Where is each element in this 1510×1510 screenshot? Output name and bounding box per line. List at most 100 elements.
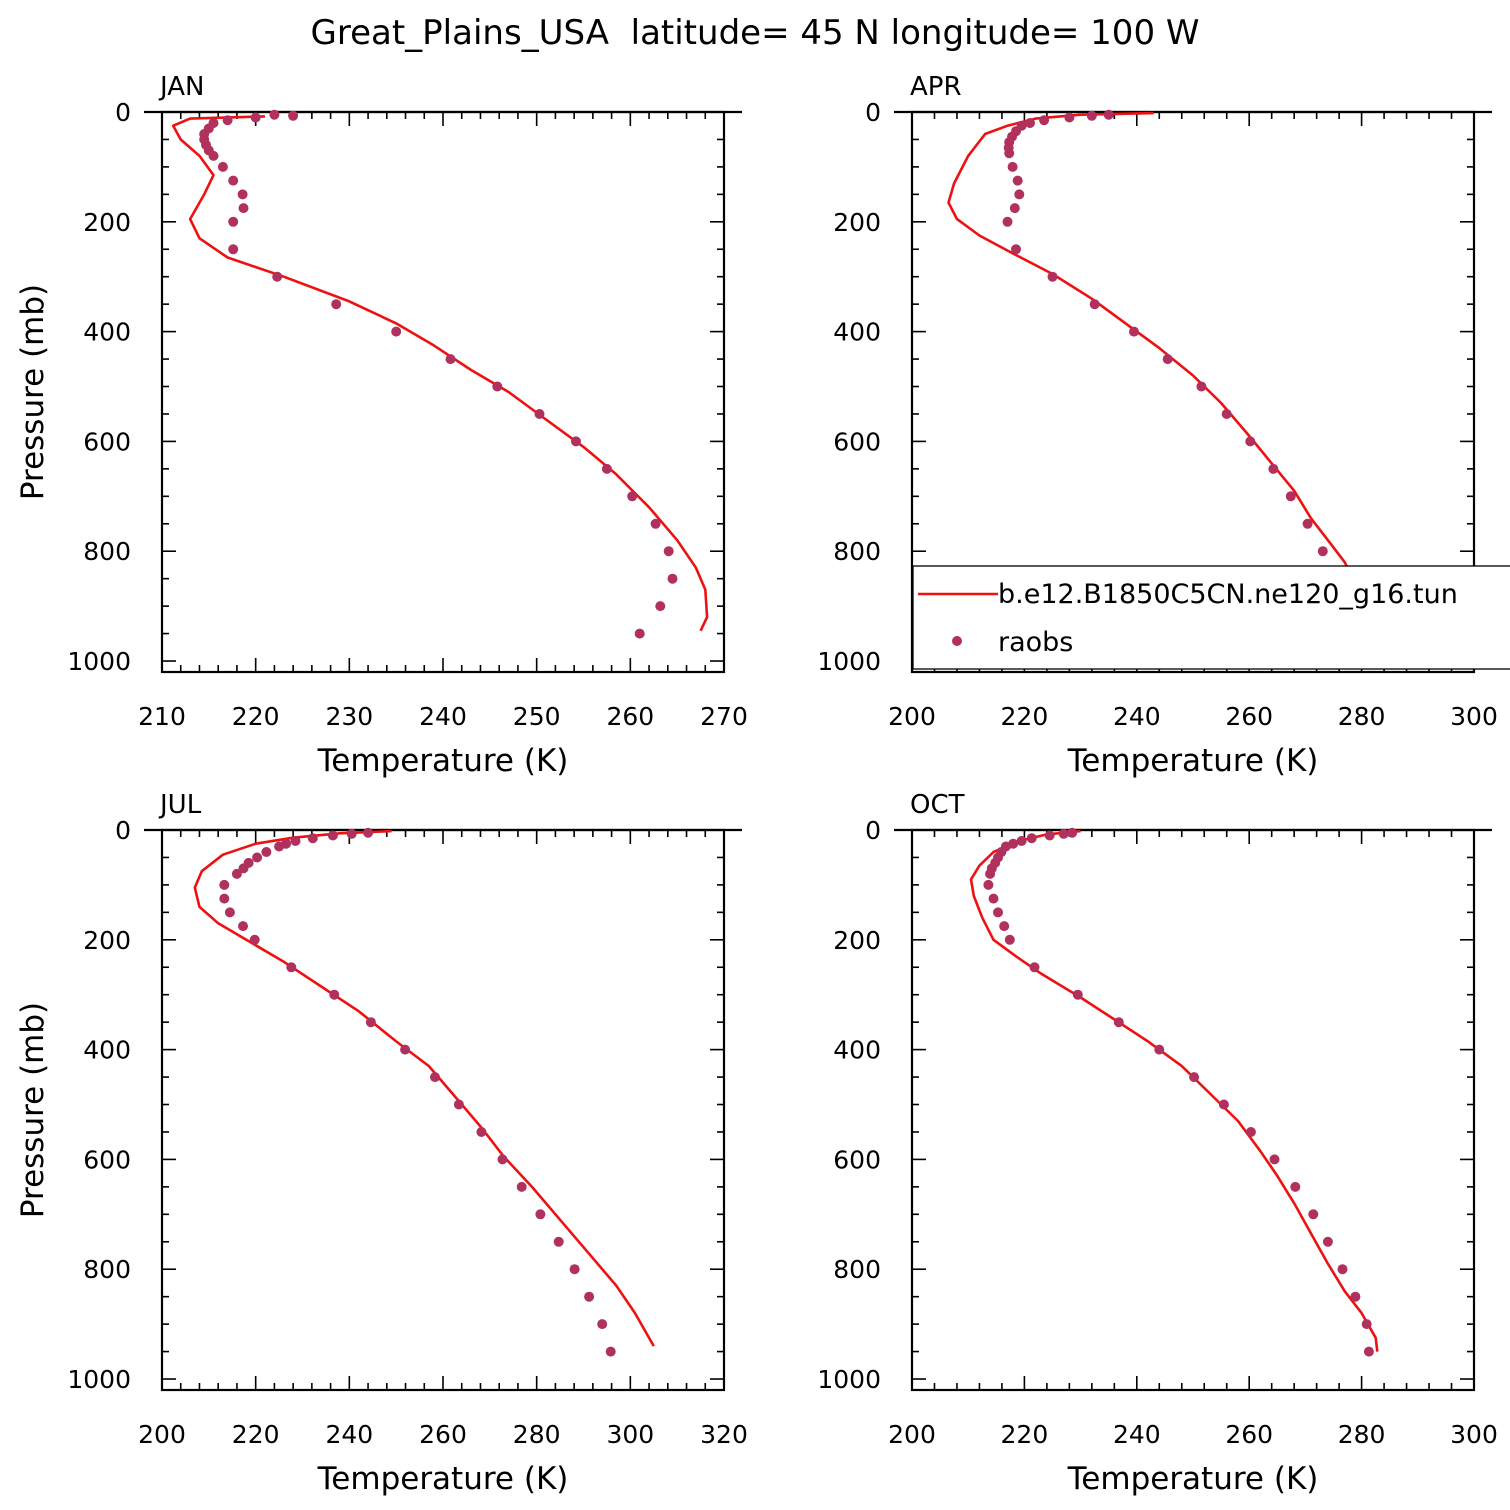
raobs-point [1221, 409, 1232, 419]
raobs-point [983, 879, 994, 890]
y-tick-label: 200 [83, 208, 131, 237]
raobs-point [445, 354, 456, 365]
raobs-point [391, 326, 402, 337]
raobs-point [1245, 1127, 1256, 1137]
model-profile-line [171, 115, 709, 632]
raobs-point [222, 115, 233, 126]
y-tick-label: 1000 [67, 647, 131, 676]
y-tick-label: 800 [833, 537, 881, 566]
raobs-point [1290, 1181, 1301, 1192]
raobs-point [993, 907, 1003, 918]
raobs-point [535, 1209, 546, 1220]
x-axis-label: Temperature (K) [1067, 1461, 1319, 1497]
model-profile-line [947, 111, 1386, 629]
x-tick-label: 300 [606, 1420, 654, 1449]
raobs-point [627, 491, 638, 502]
raobs-point [569, 1264, 580, 1275]
raobs-point [553, 1236, 564, 1247]
raobs-point [1302, 518, 1313, 529]
raobs-point [1322, 1236, 1333, 1247]
raobs-point [261, 847, 272, 857]
raobs-point [1067, 827, 1078, 838]
raobs-point [1072, 989, 1083, 1000]
y-tick-label: 800 [83, 1255, 131, 1284]
x-tick-label: 250 [513, 702, 561, 731]
raobs-point [1189, 1072, 1200, 1083]
raobs-point [346, 828, 357, 839]
raobs-point [1129, 326, 1139, 337]
x-tick-label: 220 [1001, 702, 1049, 731]
raobs-point [1196, 381, 1207, 392]
x-axis-label: Temperature (K) [317, 1461, 569, 1497]
raobs-point [1004, 148, 1015, 159]
raobs-point [365, 1017, 376, 1028]
raobs-point [476, 1127, 487, 1137]
panel-label: OCT [910, 790, 965, 820]
x-tick-label: 320 [700, 1420, 748, 1449]
raobs-point [238, 203, 249, 214]
raobs-point [249, 934, 260, 945]
x-tick-label: 210 [138, 702, 186, 731]
raobs-point [1009, 203, 1020, 214]
raobs-point [1014, 189, 1025, 200]
raobs-point [237, 189, 248, 200]
raobs-point [327, 830, 338, 841]
raobs-point [571, 436, 581, 447]
raobs-point [655, 601, 666, 612]
x-tick-label: 280 [513, 1420, 561, 1449]
raobs-point [985, 868, 996, 879]
x-tick-label: 300 [1450, 1420, 1498, 1449]
plot-frame [160, 828, 726, 1392]
raobs-point [331, 299, 342, 310]
raobs-point [663, 546, 674, 557]
raobs-point [329, 989, 340, 1000]
raobs-point [634, 628, 645, 639]
panel-label: JAN [158, 72, 204, 102]
raobs-point [1113, 1017, 1124, 1028]
raobs-point [252, 852, 263, 863]
x-tick-label: 260 [606, 702, 654, 731]
y-tick-label: 1000 [817, 1365, 881, 1394]
x-tick-label: 240 [1113, 702, 1161, 731]
y-tick-label: 600 [833, 427, 881, 456]
raobs-point [286, 962, 297, 973]
raobs-point [1089, 299, 1100, 310]
figure-title: Great_Plains_USA latitude= 45 N longitud… [311, 13, 1200, 53]
raobs-point [1086, 110, 1097, 121]
raobs-point [497, 1154, 508, 1165]
y-tick-label: 800 [83, 537, 131, 566]
x-tick-label: 260 [419, 1420, 467, 1449]
y-tick-label: 400 [833, 318, 881, 347]
raobs-point [1011, 244, 1021, 255]
raobs-point [584, 1291, 595, 1302]
model-profile-line [193, 829, 655, 1347]
raobs-point [1268, 463, 1279, 474]
raobs-point [1269, 1154, 1280, 1165]
raobs-point [250, 112, 261, 123]
raobs-point [307, 833, 318, 844]
y-tick-label: 1000 [67, 1365, 131, 1394]
raobs-point [1154, 1044, 1165, 1055]
raobs-point [1026, 833, 1037, 844]
raobs-point [1361, 1319, 1372, 1330]
raobs-point [288, 110, 299, 121]
raobs-point [1029, 962, 1040, 973]
x-tick-label: 220 [232, 1420, 280, 1449]
x-axis-label: Temperature (K) [317, 743, 569, 779]
raobs-point [1337, 1264, 1348, 1275]
raobs-point [453, 1099, 464, 1110]
raobs-point [269, 109, 280, 120]
raobs-point [492, 381, 503, 392]
raobs-point [1064, 112, 1075, 123]
raobs-point [363, 827, 374, 838]
y-axis-label: Pressure (mb) [15, 1002, 51, 1218]
y-tick-label: 0 [865, 816, 881, 845]
panel-oct: OCT 200 220 240 260 280 300 0 200 400 600 800 1000 Te… [817, 790, 1497, 1497]
x-tick-label: 260 [1225, 1420, 1273, 1449]
panel-label: JUL [158, 790, 202, 820]
raobs-point [1002, 216, 1013, 227]
x-tick-label: 220 [232, 702, 280, 731]
x-axis-label: Temperature (K) [1067, 743, 1319, 779]
raobs-point [400, 1044, 411, 1055]
raobs-point [1363, 1346, 1374, 1357]
